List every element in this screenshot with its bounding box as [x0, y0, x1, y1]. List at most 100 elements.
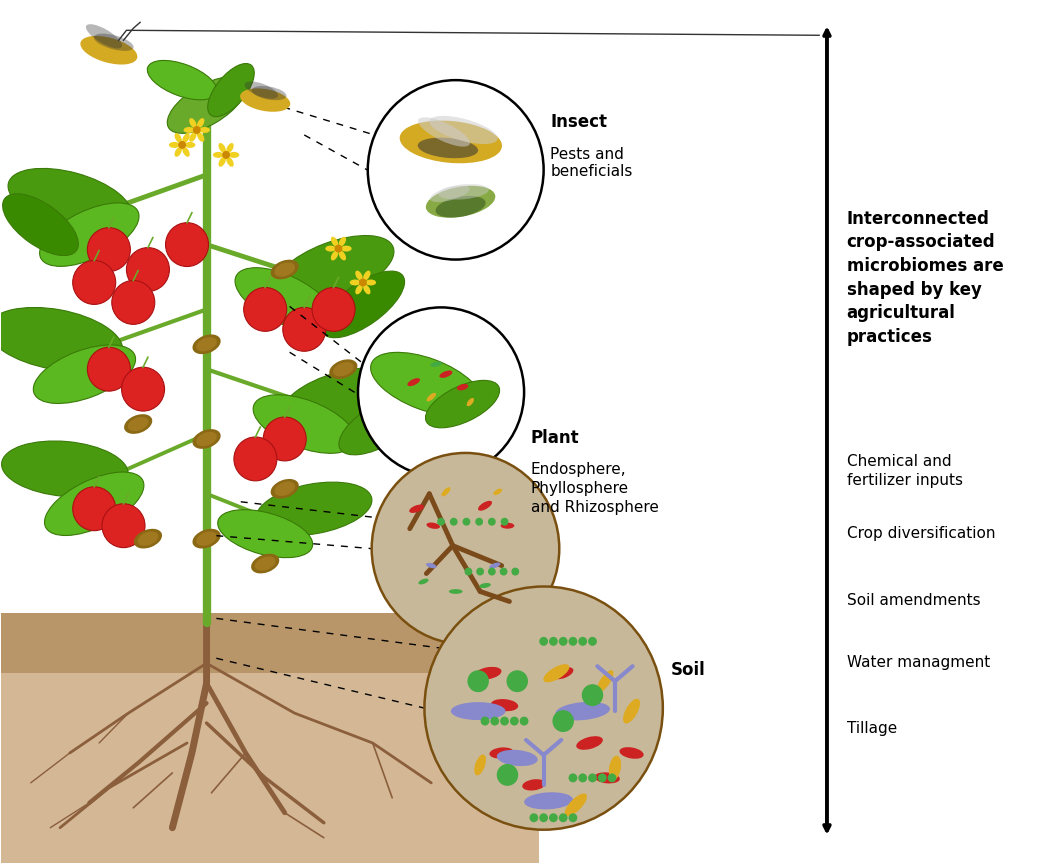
Ellipse shape	[499, 568, 508, 575]
Ellipse shape	[134, 529, 162, 549]
Circle shape	[371, 453, 560, 645]
Ellipse shape	[408, 378, 420, 386]
Ellipse shape	[418, 137, 478, 158]
Ellipse shape	[418, 118, 470, 147]
Ellipse shape	[578, 637, 588, 645]
Ellipse shape	[418, 579, 428, 584]
Ellipse shape	[490, 747, 514, 759]
Ellipse shape	[569, 637, 577, 645]
Ellipse shape	[363, 270, 370, 281]
Ellipse shape	[475, 518, 483, 525]
Ellipse shape	[86, 24, 122, 48]
Ellipse shape	[430, 186, 470, 202]
Circle shape	[127, 248, 170, 291]
Ellipse shape	[148, 60, 217, 100]
Text: Crop diversification: Crop diversification	[847, 525, 995, 541]
Ellipse shape	[339, 251, 346, 260]
Ellipse shape	[476, 568, 484, 575]
Circle shape	[87, 347, 130, 391]
Ellipse shape	[227, 143, 234, 153]
Bar	[1, 613, 539, 673]
Ellipse shape	[137, 531, 158, 546]
Ellipse shape	[480, 716, 490, 726]
Ellipse shape	[8, 168, 131, 231]
Ellipse shape	[497, 750, 538, 766]
Circle shape	[424, 587, 662, 829]
Ellipse shape	[229, 152, 239, 158]
Ellipse shape	[549, 637, 557, 645]
Ellipse shape	[274, 236, 394, 303]
Circle shape	[87, 227, 130, 271]
Circle shape	[192, 126, 201, 134]
Ellipse shape	[555, 702, 610, 721]
Ellipse shape	[488, 568, 496, 575]
Ellipse shape	[488, 518, 496, 525]
Ellipse shape	[192, 334, 220, 354]
Circle shape	[73, 261, 115, 304]
Ellipse shape	[275, 263, 295, 276]
Ellipse shape	[197, 531, 217, 546]
Ellipse shape	[339, 237, 346, 246]
Ellipse shape	[213, 152, 224, 158]
Ellipse shape	[2, 441, 128, 497]
Ellipse shape	[208, 63, 255, 117]
Ellipse shape	[426, 523, 440, 529]
Ellipse shape	[217, 510, 313, 557]
Ellipse shape	[467, 670, 489, 692]
Ellipse shape	[491, 699, 518, 711]
Ellipse shape	[40, 203, 139, 266]
Circle shape	[122, 367, 164, 411]
Ellipse shape	[425, 186, 495, 218]
Ellipse shape	[497, 764, 518, 786]
Ellipse shape	[552, 710, 574, 732]
Ellipse shape	[356, 270, 363, 281]
Circle shape	[312, 288, 355, 331]
Circle shape	[165, 223, 208, 266]
Ellipse shape	[363, 284, 370, 295]
Ellipse shape	[175, 147, 182, 156]
Ellipse shape	[227, 157, 234, 167]
Ellipse shape	[510, 716, 519, 726]
Ellipse shape	[197, 132, 205, 142]
Ellipse shape	[339, 393, 426, 454]
Ellipse shape	[330, 359, 358, 379]
Ellipse shape	[189, 118, 197, 128]
Ellipse shape	[558, 813, 568, 823]
Text: Insect: Insect	[550, 113, 607, 131]
Ellipse shape	[200, 127, 210, 133]
Ellipse shape	[620, 747, 644, 759]
Ellipse shape	[45, 472, 144, 536]
Ellipse shape	[463, 518, 470, 525]
Ellipse shape	[282, 368, 405, 430]
Ellipse shape	[0, 308, 123, 372]
Text: Pests and
beneficials: Pests and beneficials	[550, 147, 633, 180]
Text: Plant: Plant	[531, 429, 579, 447]
Circle shape	[358, 308, 524, 477]
Ellipse shape	[326, 245, 336, 251]
Ellipse shape	[506, 670, 528, 692]
Circle shape	[223, 151, 230, 159]
Ellipse shape	[608, 756, 621, 780]
Ellipse shape	[578, 773, 588, 783]
Ellipse shape	[255, 556, 276, 571]
Circle shape	[243, 288, 287, 331]
Ellipse shape	[441, 487, 450, 497]
Ellipse shape	[558, 637, 568, 645]
Ellipse shape	[365, 279, 376, 285]
Ellipse shape	[569, 773, 577, 783]
Ellipse shape	[539, 813, 548, 823]
Ellipse shape	[438, 184, 489, 200]
Ellipse shape	[399, 121, 502, 163]
Circle shape	[263, 417, 306, 461]
Ellipse shape	[244, 81, 278, 98]
Ellipse shape	[197, 337, 217, 352]
Ellipse shape	[270, 260, 298, 279]
Ellipse shape	[349, 279, 361, 285]
Ellipse shape	[333, 362, 354, 377]
Circle shape	[102, 504, 145, 548]
Ellipse shape	[235, 268, 335, 331]
Text: Soil amendments: Soil amendments	[847, 594, 980, 608]
Ellipse shape	[425, 380, 499, 428]
Ellipse shape	[450, 702, 505, 720]
Text: Soil: Soil	[671, 661, 705, 679]
